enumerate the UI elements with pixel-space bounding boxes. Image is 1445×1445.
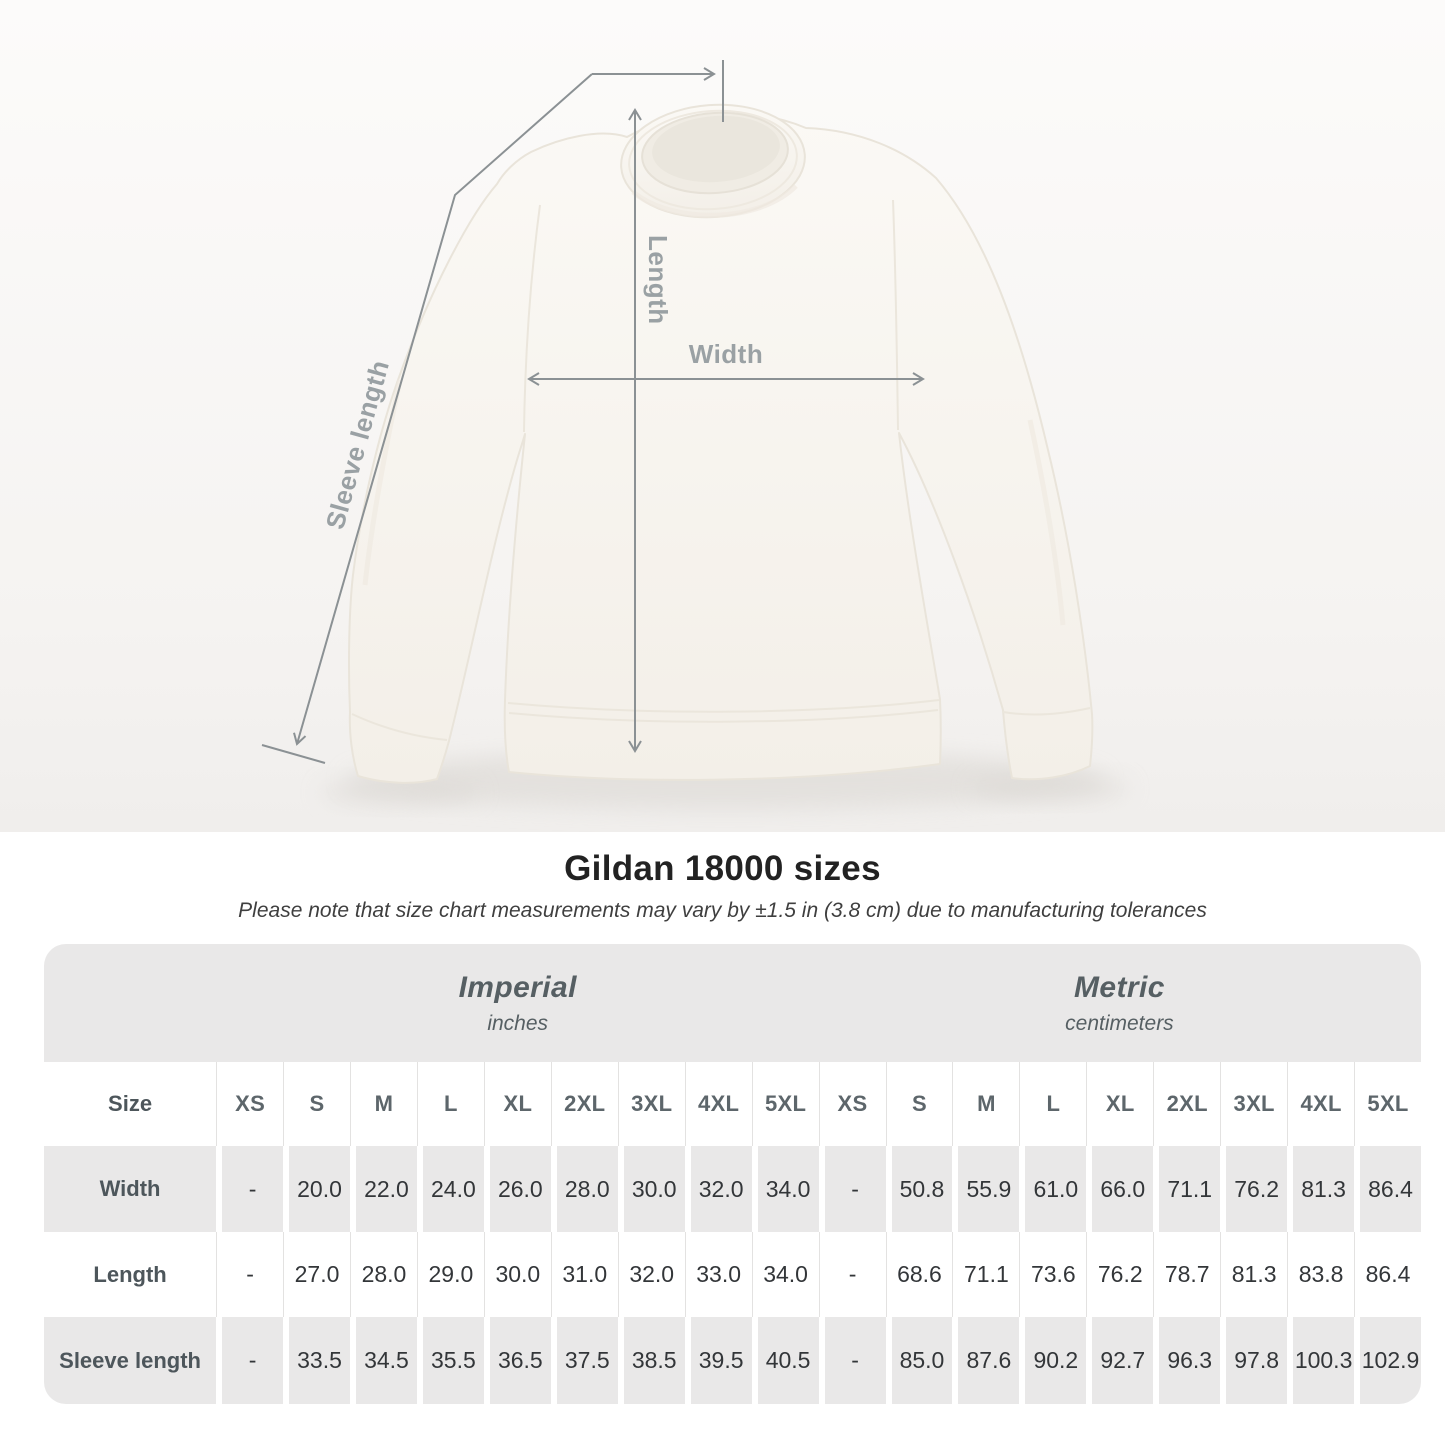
size-column-header: 4XL	[684, 1062, 752, 1146]
size-column-header: XS	[216, 1062, 283, 1146]
product-photo: Width Length Sleeve length	[0, 0, 1445, 832]
measurement-row-label: Sleeve length	[44, 1317, 217, 1404]
metric-value-cell: 68.6	[885, 1232, 953, 1317]
size-column-header: 2XL	[550, 1062, 618, 1146]
imperial-value-cell: 30.0	[483, 1232, 551, 1317]
imperial-value-cell: 22.0	[350, 1146, 417, 1232]
imperial-value-cell: 20.0	[283, 1146, 350, 1232]
metric-value-cell: 55.9	[952, 1146, 1020, 1232]
imperial-value-cell: 33.5	[283, 1317, 350, 1404]
size-column-header: 2XL	[1153, 1062, 1220, 1146]
imperial-value-cell: 38.5	[617, 1317, 685, 1404]
metric-value-cell: -	[818, 1146, 886, 1232]
metric-value-cell: 66.0	[1086, 1146, 1154, 1232]
size-column-header: 4XL	[1287, 1062, 1354, 1146]
metric-value-cell: 90.2	[1019, 1317, 1087, 1404]
metric-value-cell: 83.8	[1287, 1232, 1354, 1317]
imperial-value-cell: 33.0	[684, 1232, 752, 1317]
metric-value-cell: 76.2	[1220, 1146, 1288, 1232]
metric-value-cell: 86.4	[1354, 1232, 1421, 1317]
metric-value-cell: -	[818, 1232, 886, 1317]
sleeve-cuff-terminator-line	[261, 744, 326, 764]
imperial-group-header: Imperial inches	[459, 944, 577, 1062]
metric-value-cell: 100.3	[1287, 1317, 1355, 1404]
imperial-value-cell: 28.0	[350, 1232, 417, 1317]
imperial-value-cell: 32.0	[684, 1146, 752, 1232]
size-column-header: 3XL	[1220, 1062, 1287, 1146]
dimension-lines	[261, 60, 925, 764]
imperial-value-cell: 40.5	[751, 1317, 819, 1404]
metric-value-cell: 71.1	[952, 1232, 1019, 1317]
sweatshirt-diagram: Width Length Sleeve length	[0, 0, 1445, 832]
imperial-value-cell: 34.5	[350, 1317, 417, 1404]
imperial-value-cell: 32.0	[617, 1232, 685, 1317]
imperial-value-cell: 34.0	[751, 1232, 819, 1317]
metric-value-cell: 102.9	[1354, 1317, 1421, 1404]
metric-value-cell: 76.2	[1086, 1232, 1153, 1317]
size-column-header: S	[283, 1062, 350, 1146]
metric-value-cell: 97.8	[1220, 1317, 1288, 1404]
page-title: Gildan 18000 sizes	[564, 849, 881, 888]
size-column-header: L	[416, 1062, 484, 1146]
size-column-header: L	[1019, 1062, 1086, 1146]
width-label: Width	[689, 339, 763, 369]
metric-value-cell: 50.8	[885, 1146, 953, 1232]
size-column-header: XL	[483, 1062, 551, 1146]
size-column-header: XL	[1086, 1062, 1153, 1146]
imperial-value-cell: 39.5	[684, 1317, 752, 1404]
size-column-header: 5XL	[751, 1062, 819, 1146]
imperial-value-cell: 27.0	[283, 1232, 350, 1317]
metric-value-cell: 85.0	[885, 1317, 953, 1404]
metric-title: Metric	[1074, 970, 1165, 1004]
sleeve-diagonal-line	[293, 73, 593, 746]
measurement-row-label: Length	[93, 1261, 167, 1287]
size-column-header: 5XL	[1354, 1062, 1421, 1146]
measurement-row-label: Width	[44, 1146, 217, 1232]
imperial-value-cell: 36.5	[483, 1317, 551, 1404]
size-column-header: M	[350, 1062, 417, 1146]
sweatshirt-illustration	[348, 103, 1094, 784]
size-column-header: XS	[818, 1062, 886, 1146]
imperial-value-cell: 29.0	[416, 1232, 484, 1317]
imperial-value-cell: 37.5	[550, 1317, 618, 1404]
imperial-value-cell: 28.0	[550, 1146, 618, 1232]
imperial-value-cell: 35.5	[416, 1317, 484, 1404]
metric-value-cell: -	[818, 1317, 886, 1404]
metric-group-header: Metric centimeters	[1065, 944, 1174, 1062]
length-label: Length	[643, 235, 673, 325]
metric-value-cell: 92.7	[1086, 1317, 1154, 1404]
size-column-header: S	[885, 1062, 953, 1146]
imperial-value-cell: -	[216, 1317, 284, 1404]
imperial-value-cell: 34.0	[751, 1146, 819, 1232]
tolerance-note: Please note that size chart measurements…	[238, 899, 1207, 922]
size-table: Size XS S M L XL 2XL 3XL 4XL 5XL XS S M L XL 2XL 3XL 4XL 5…	[44, 1062, 1421, 1404]
metric-value-cell: 81.3	[1220, 1232, 1287, 1317]
metric-value-cell: 73.6	[1019, 1232, 1086, 1317]
imperial-value-cell: 24.0	[416, 1146, 484, 1232]
metric-value-cell: 78.7	[1153, 1232, 1220, 1317]
imperial-value-cell: 30.0	[617, 1146, 685, 1232]
imperial-unit: inches	[487, 1011, 549, 1035]
metric-value-cell: 96.3	[1153, 1317, 1221, 1404]
metric-value-cell: 86.4	[1354, 1146, 1421, 1232]
size-column-header: M	[952, 1062, 1019, 1146]
imperial-value-cell: 26.0	[483, 1146, 551, 1232]
size-row-label: Size	[108, 1091, 153, 1116]
imperial-title: Imperial	[458, 970, 577, 1004]
size-column-header: 3XL	[617, 1062, 685, 1146]
metric-value-cell: 81.3	[1287, 1146, 1355, 1232]
metric-unit: centimeters	[1065, 1011, 1174, 1035]
imperial-value-cell: 31.0	[550, 1232, 618, 1317]
metric-value-cell: 87.6	[952, 1317, 1020, 1404]
unit-group-header: Imperial inches Metric centimeters	[44, 944, 1421, 1062]
metric-value-cell: 61.0	[1019, 1146, 1087, 1232]
imperial-value-cell: -	[216, 1146, 284, 1232]
metric-value-cell: 71.1	[1153, 1146, 1221, 1232]
imperial-value-cell: -	[216, 1232, 283, 1317]
